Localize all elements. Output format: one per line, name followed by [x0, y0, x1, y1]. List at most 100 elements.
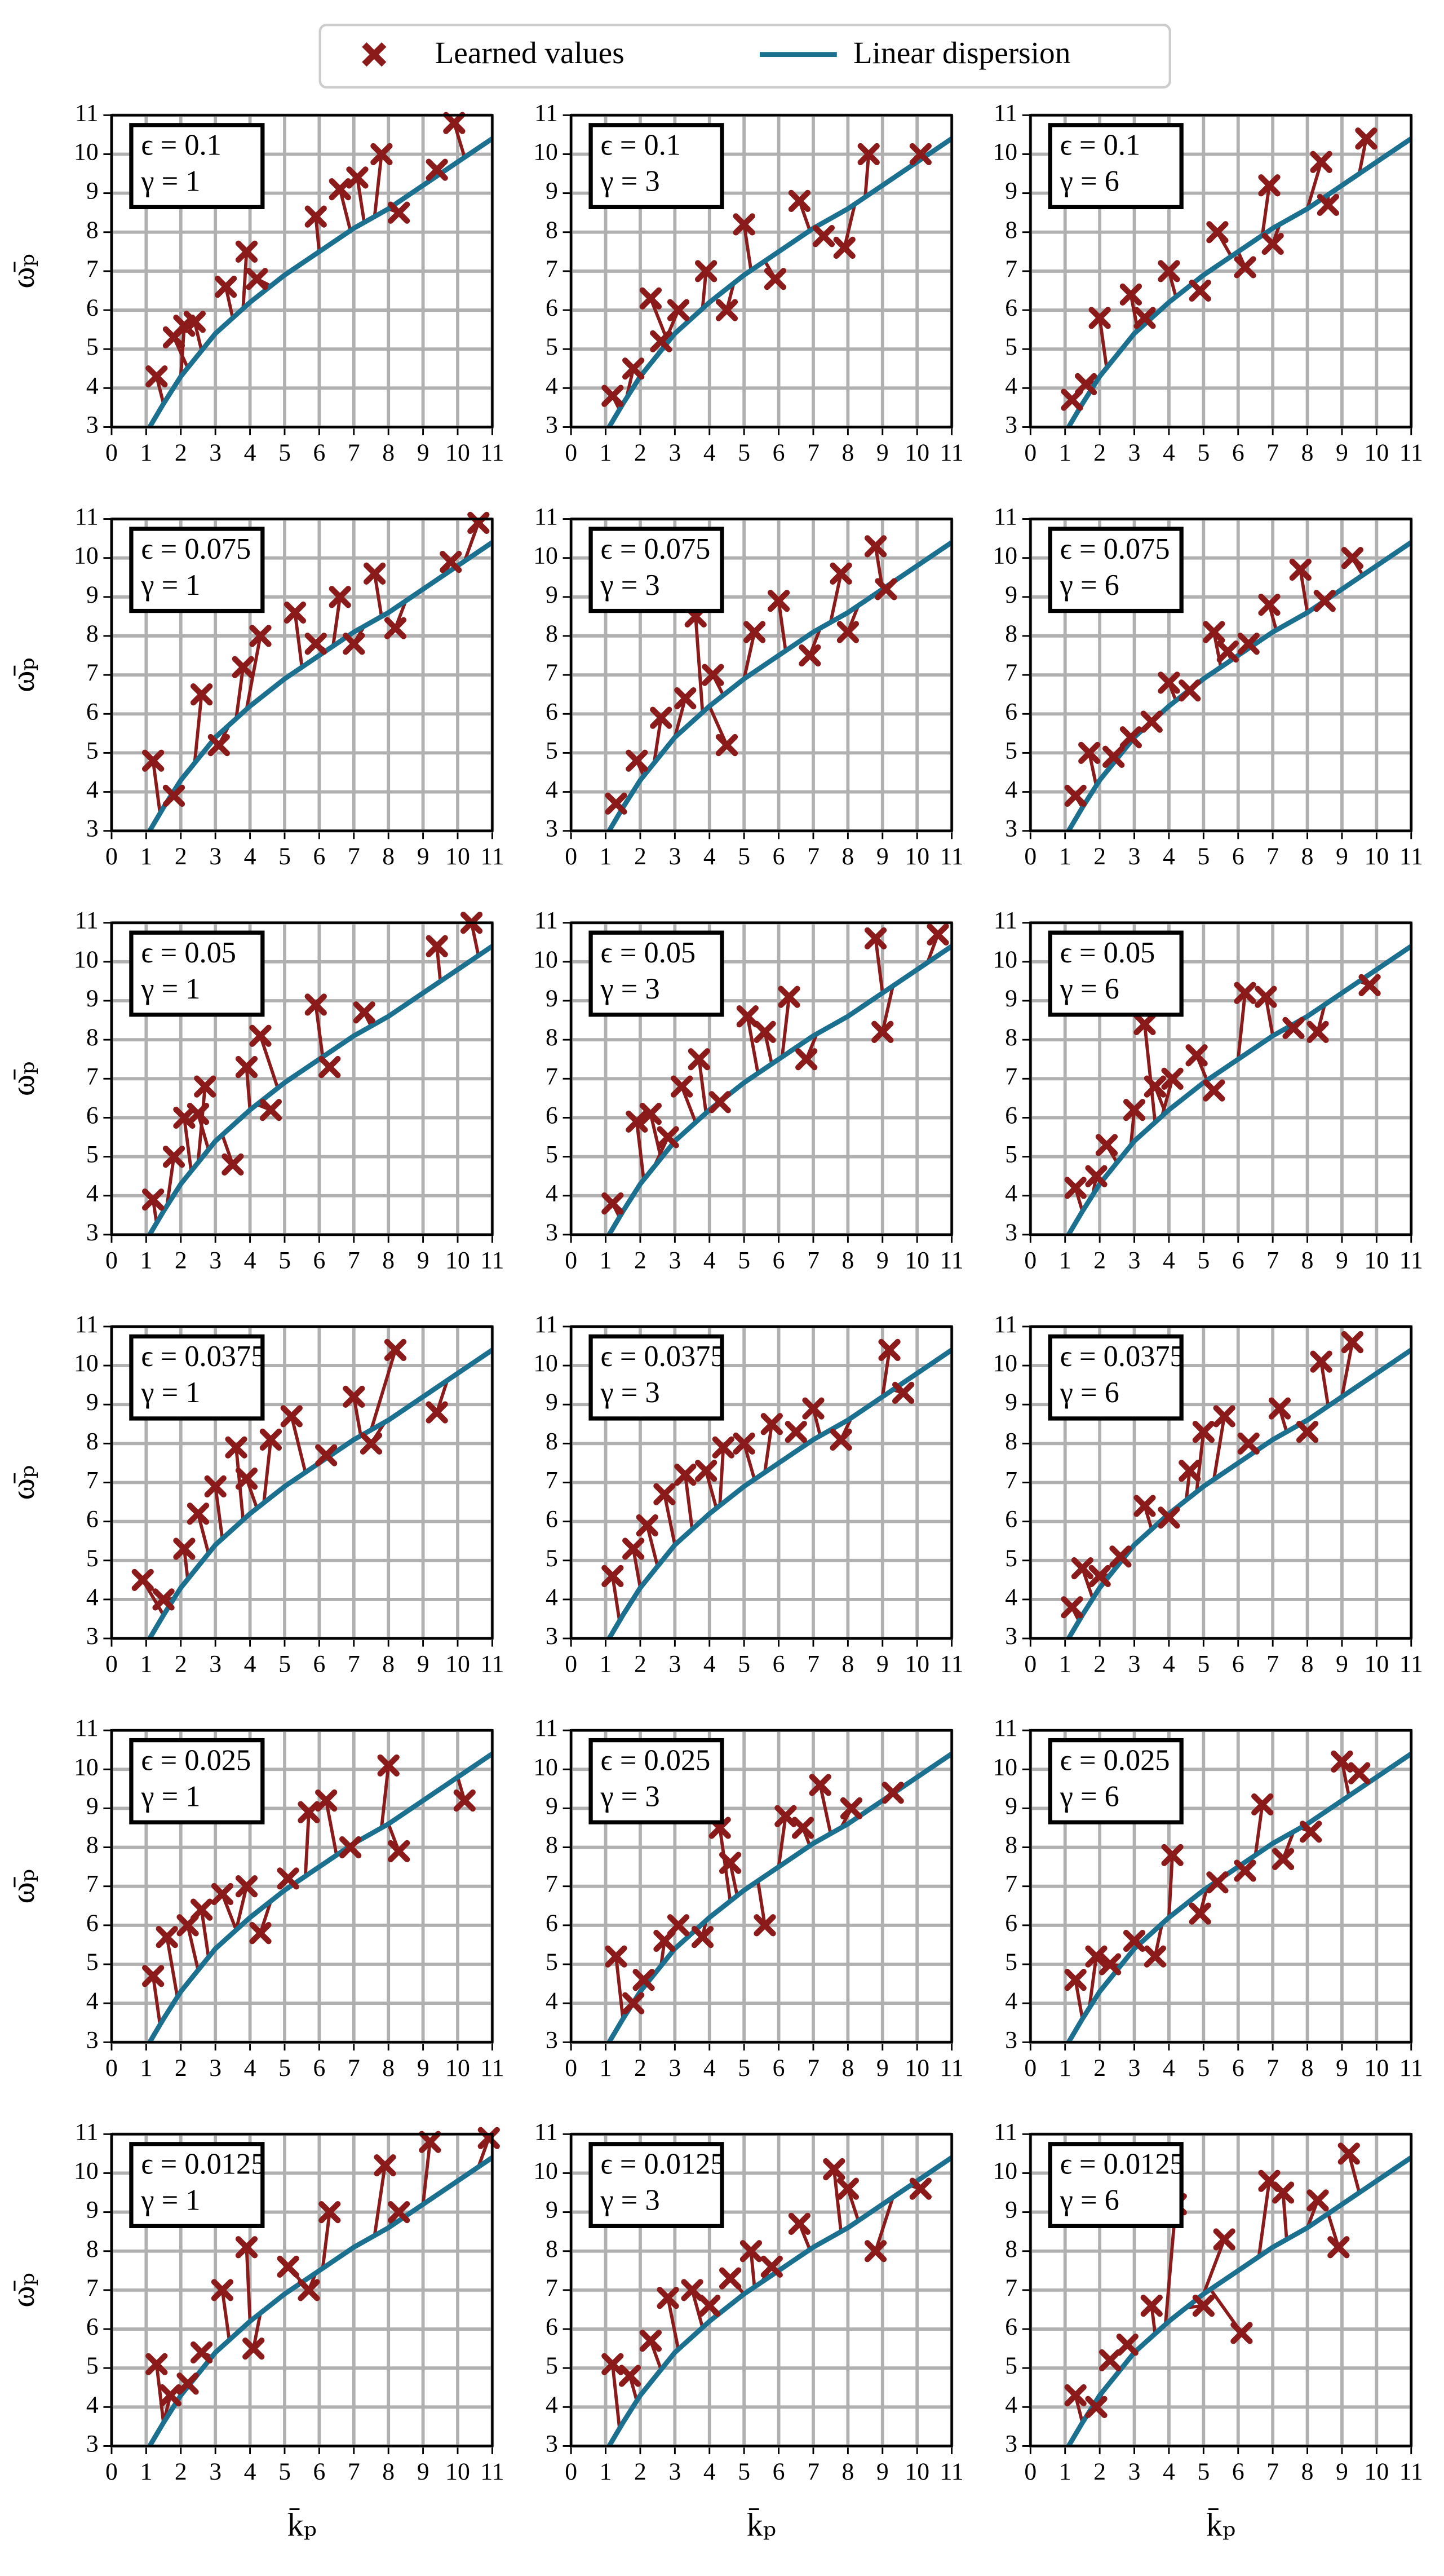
learned-marker — [370, 143, 393, 166]
learned-marker — [284, 601, 307, 624]
x-tick-label: 6 — [313, 2458, 325, 2485]
learned-marker — [1161, 1844, 1184, 1867]
x-tick-label: 1 — [600, 1651, 612, 1678]
connector — [1143, 1024, 1157, 1123]
x-tick-label: 1 — [600, 2458, 612, 2485]
connector — [683, 1474, 694, 1530]
x-tick-label: 5 — [738, 2054, 750, 2082]
frame — [110, 1729, 494, 2044]
connector — [154, 2363, 165, 2423]
y-tick-label: 6 — [1005, 1102, 1017, 1129]
learned-marker — [235, 1875, 258, 1898]
learned-marker — [639, 2330, 662, 2352]
y-tick-label: 10 — [533, 1753, 558, 1780]
y-tick-label: 9 — [546, 1792, 558, 1819]
annotation: ϵ = 0.075 — [601, 533, 711, 565]
y-tick-label: 7 — [86, 255, 99, 282]
y-tick-label: 9 — [546, 178, 558, 205]
x-tick-label: 9 — [417, 843, 429, 870]
x-tick-label: 2 — [175, 843, 187, 870]
y-tick-label: 11 — [534, 1715, 558, 1742]
y-tick-label: 6 — [86, 1506, 99, 1533]
learned-marker — [605, 792, 627, 815]
learned-marker — [1140, 710, 1163, 733]
annotation: ϵ = 0.075 — [1060, 533, 1170, 565]
y-tick-label: 5 — [86, 333, 99, 360]
connector — [1319, 1361, 1330, 1407]
x-tick-label: 2 — [175, 2054, 187, 2082]
learned-marker — [1085, 1945, 1108, 1968]
y-tick-label: 10 — [74, 2157, 99, 2184]
x-tick-label: 8 — [382, 1247, 395, 1274]
x-tick-label: 5 — [1197, 439, 1210, 466]
learned-marker — [304, 993, 327, 1016]
connector — [293, 612, 304, 668]
learned-marker — [304, 633, 327, 655]
y-tick-label: 9 — [1005, 985, 1017, 1012]
learned-marker — [1098, 2349, 1122, 2372]
learned-marker — [778, 986, 800, 1008]
x-tick-label: 5 — [738, 843, 750, 870]
connector — [1340, 1342, 1354, 1397]
connector — [1357, 138, 1368, 174]
connector — [701, 271, 708, 309]
x-tick-label: 4 — [1163, 2054, 1175, 2082]
y-tick-label: 5 — [546, 1948, 558, 1976]
learned-marker — [833, 236, 856, 259]
learned-marker — [1158, 1506, 1180, 1529]
annotation-box — [588, 1738, 724, 1824]
x-tick-label: 5 — [278, 2054, 291, 2082]
x-tick-label: 8 — [1301, 439, 1314, 466]
learned-marker — [681, 2279, 703, 2301]
learned-marker — [657, 1126, 679, 1148]
x-tick-label: 6 — [313, 439, 325, 466]
x-tick-label: 7 — [348, 2054, 360, 2082]
connector — [220, 2290, 231, 2340]
y-tick-label: 6 — [86, 1102, 99, 1129]
x-tick-label: 7 — [807, 843, 820, 870]
learned-marker — [249, 1024, 272, 1047]
learned-marker — [363, 562, 386, 585]
learned-marker — [618, 2365, 641, 2387]
plot-area — [141, 1347, 493, 1639]
y-tick-label: 7 — [1005, 255, 1017, 282]
x-tick-label: 0 — [105, 439, 118, 466]
learned-marker — [736, 1005, 759, 1028]
connector — [843, 204, 857, 249]
learned-marker — [708, 1091, 731, 1114]
connector — [251, 2313, 262, 2349]
y-tick-label: 7 — [1005, 1063, 1017, 1090]
y-tick-label: 8 — [86, 1024, 99, 1051]
y-tick-label: 10 — [993, 2157, 1017, 2184]
learned-marker — [1289, 558, 1312, 581]
x-tick-label: 0 — [105, 1247, 118, 1274]
y-axis-label: ω̄ₚ — [5, 2273, 41, 2308]
annotation: γ = 3 — [600, 973, 660, 1005]
learned-marker — [343, 633, 365, 655]
y-tick-label: 6 — [1005, 1506, 1017, 1533]
dispersion-line — [606, 136, 952, 427]
y-tick-label: 9 — [1005, 581, 1017, 608]
x-tick-label: 3 — [1128, 843, 1141, 870]
connector — [196, 1513, 210, 1554]
connector — [1202, 2238, 1226, 2295]
learned-marker — [1061, 1596, 1083, 1619]
learned-marker — [152, 1588, 175, 1611]
connector — [614, 1956, 625, 2020]
x-tick-label: 3 — [209, 2054, 222, 2082]
y-tick-label: 5 — [1005, 1141, 1017, 1168]
x-tick-label: 11 — [480, 843, 504, 870]
learned-marker — [667, 1914, 690, 1937]
connector — [331, 596, 342, 647]
connector — [728, 1862, 739, 1896]
learned-marker — [622, 357, 645, 380]
connector — [314, 1004, 325, 1057]
y-tick-label: 3 — [86, 815, 99, 842]
x-tick-label: 3 — [1128, 2054, 1141, 2082]
x-tick-label: 10 — [1365, 439, 1389, 466]
y-tick-label: 9 — [1005, 1389, 1017, 1416]
x-tick-label: 3 — [668, 2054, 681, 2082]
connector — [1236, 992, 1247, 1060]
x-tick-label: 2 — [175, 439, 187, 466]
